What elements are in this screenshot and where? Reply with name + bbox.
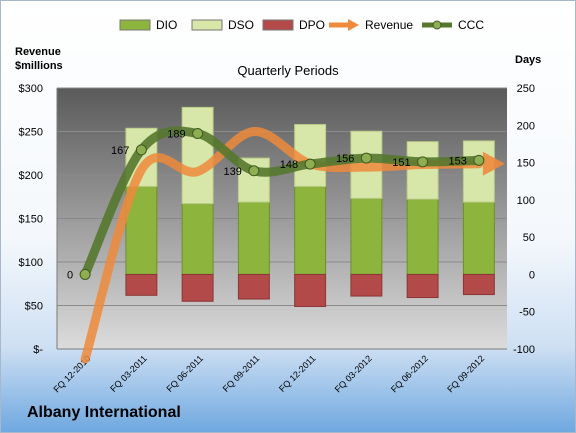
ccc-data-label: 148 [280,159,298,171]
ccc-point [192,127,204,139]
left-tick-label: $50 [25,301,43,313]
legend-swatch [262,19,294,31]
legend-box [191,19,223,31]
ccc-point [360,152,372,164]
x-tick-label: FQ 09-2011 [221,353,262,394]
ccc-data-label: 151 [392,157,410,169]
right-tick-label: 250 [517,83,535,95]
ccc-data-label: 153 [449,155,467,167]
legend-box [119,19,151,31]
bar-dpo [294,273,327,307]
left-tick-label: $300 [19,83,43,95]
legend-marker [432,20,442,30]
revenue-line [80,127,484,364]
bar-dso [181,106,214,205]
ccc-data-label: 167 [111,145,129,157]
x-tick-label: FQ 09-2012 [445,353,486,394]
bar-dio [350,197,383,275]
right-tick-label: 100 [517,195,535,207]
right-tick-label: 0 [529,269,535,281]
ccc-data-label: 139 [224,166,242,178]
ccc-point [135,144,147,156]
legend-label: DSO [228,18,255,32]
ccc-data-label: 156 [336,153,354,165]
ccc-point [79,268,91,280]
company-name: Albany International [27,404,181,421]
right-axis-title: Days [515,54,542,66]
legend-label: DPO [299,18,326,32]
bar-dpo [350,273,383,297]
bar-dio [406,198,439,275]
ccc-point [417,156,429,168]
ccc-data-label: 0 [67,269,73,281]
legend-label: DIO [156,18,178,32]
right-tick-label: -100 [513,344,535,356]
bar-dio [462,201,495,275]
right-tick-label: -50 [519,307,535,319]
legend: DIO DSO DPO Revenue CCC [1,15,575,35]
x-tick-label: FQ 06-2011 [164,353,205,394]
left-tick-label: $- [33,344,43,356]
right-tick-label: 50 [523,232,535,244]
ccc-point [473,154,485,166]
left-tick-label: $100 [19,257,43,269]
legend-item: CCC [421,15,484,35]
bar-dpo [462,273,495,296]
legend-swatch [422,20,452,30]
bar-dpo [181,273,214,302]
x-tick-label: FQ 06-2012 [389,353,430,394]
left-axis-title: Revenue $millions [15,46,63,72]
bar-dio [181,203,214,275]
legend-item: DIO [119,15,177,35]
x-tick-label: FQ 12-2011 [277,353,318,394]
legend-swatch [119,19,151,31]
chart-title: Quarterly Periods [237,63,339,78]
bar-dpo [406,273,439,299]
legend-swatch [191,19,223,31]
revenue-arrowhead [482,151,505,176]
bar-dio [294,185,327,275]
ccc-point [248,165,260,177]
legend-item: DSO [191,15,254,35]
bar-dpo [237,273,270,300]
bar-dso [406,141,439,200]
legend-box [262,19,294,31]
left-tick-label: $150 [19,214,43,226]
legend-label: Revenue [365,18,414,32]
right-tick-label: 200 [517,120,535,132]
legend-arrowhead [348,19,359,31]
left-tick-label: $250 [19,127,43,139]
left-tick-label: $200 [19,170,43,182]
legend-item: Revenue [328,15,413,35]
x-tick-label: FQ 03-2012 [333,353,374,394]
right-tick-label: 150 [517,158,535,170]
legend-item: DPO [262,15,325,35]
ccc-point [304,158,316,170]
x-tick-label: FQ 03-2011 [108,353,149,394]
bar-dio [237,201,270,275]
ccc-data-label: 189 [167,128,185,140]
legend-swatch [329,19,359,31]
bar-dpo [125,273,158,296]
legend-label: CCC [458,18,484,32]
